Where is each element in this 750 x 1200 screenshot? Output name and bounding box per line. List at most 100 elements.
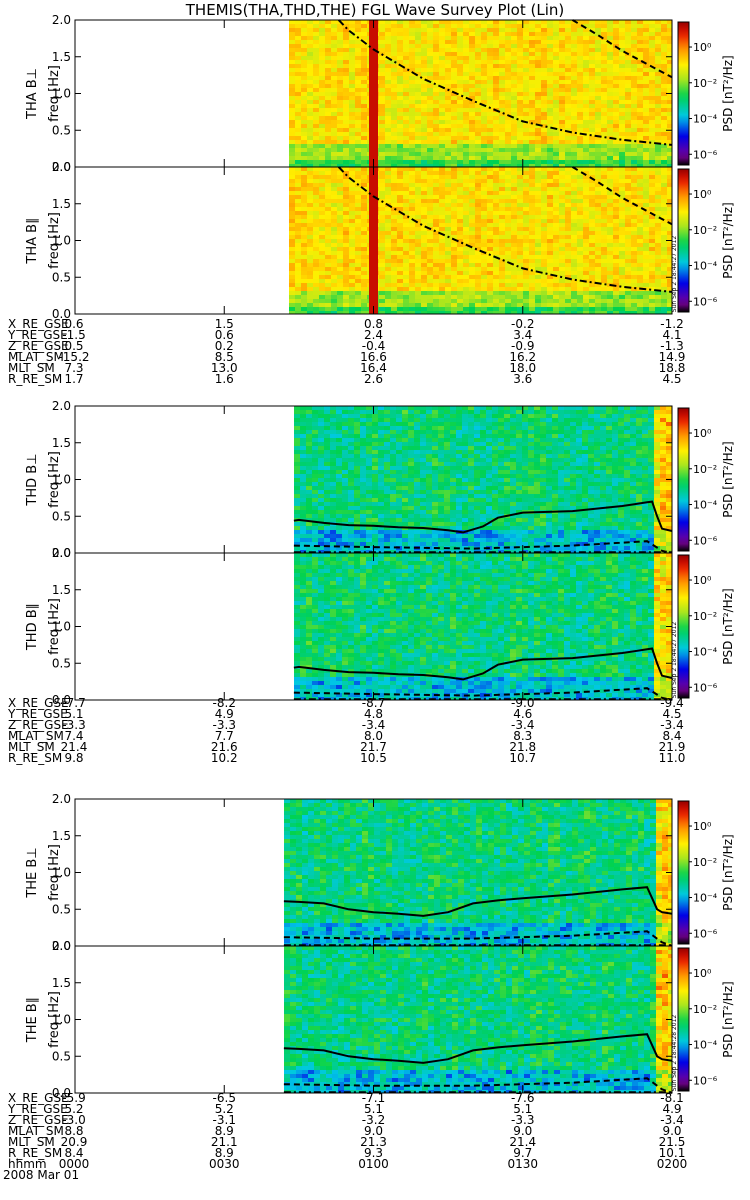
freq-tick-label: 1.0 [52,473,71,487]
ephemeris-label: X_RE_GSE [8,696,69,710]
colorbar-label: PSD [nT²/Hz] [721,441,735,517]
ephemeris-value: 8.4 [64,1146,84,1160]
cyclotron-curve-solid [293,500,673,534]
freq-tick-label: 1.0 [52,87,71,101]
spectrogram-thd-bperp [294,406,672,553]
ephemeris-value: -15.2 [58,350,90,364]
freq-axis-label: freq [Hz] [47,598,62,655]
ephemeris-value: -7.1 [361,1091,386,1105]
ephemeris-value: 18.8 [658,361,686,375]
colorbar: 10⁰ 10⁻² 10⁻⁴ 10⁻⁶ PSD [nT²/Hz] [677,947,735,1092]
colorbar-tick-label: 10⁻⁶ [693,681,718,694]
frequency-axis: 0.0 0.5 1.0 1.5 2.0 THA B⊥ freq [Hz] [25,13,673,174]
frequency-axis: 0.0 0.5 1.0 1.5 2.0 THE B⊥ freq [Hz] [25,792,673,953]
ephemeris-value: 16.2 [509,350,537,364]
colorbar-tick-label: 10⁻² [693,610,717,623]
ephemeris-value: 21.1 [210,1135,238,1149]
ephemeris-label: Y_RE_GSE [8,1102,68,1116]
date-label: 2008 Mar 01 [3,1168,80,1182]
ephemeris-block-the: X_RE_GSE -5.9 -6.5 -7.1 -7.6 -8.1 Y_RE_GSE 5.2 5… [0,1091,750,1160]
freq-tick-label: 1.0 [52,866,71,880]
freq-tick-label: 0.5 [52,270,71,284]
cyclotron-curve-solid [293,647,673,681]
ephemeris-label: Z_RE_GSE [8,718,69,732]
ephemeris-value: -3.2 [361,1113,386,1127]
freq-tick-label: 2.0 [52,160,71,174]
ephemeris-value: 9.3 [363,1146,384,1160]
ephemeris-value: 21.4 [509,1135,537,1149]
freq-tick-label: 0.0 [52,693,71,707]
ephemeris-value: -3.4 [361,718,386,732]
panel-label: THE B⊥ [25,847,40,898]
ephemeris-label: MLT_SM [8,740,55,754]
freq-tick-label: 1.5 [52,436,71,450]
ephemeris-label: Z_RE_GSE [8,1113,69,1127]
freq-tick-label: 0.0 [52,546,71,560]
time-axis-title: hhmm [8,1157,47,1171]
freq-tick-label: 0.0 [52,307,71,321]
ephemeris-value: -8.1 [660,1091,684,1105]
colorbar-tick-label: 10⁻² [693,463,717,476]
freq-axis-label: freq [Hz] [47,991,62,1048]
ephemeris-value: -1.5 [62,328,86,342]
ephemeris-value: 0.8 [363,317,384,331]
ephemeris-value: 14.9 [658,350,686,364]
ephemeris-value: -3.3 [212,718,236,732]
frequency-axis: 0.0 0.5 1.0 1.5 2.0 THD B⊥ freq [Hz] [25,399,673,560]
ephemeris-value: -0.2 [511,317,535,331]
ephemeris-value: 21.3 [360,1135,387,1149]
colorbar-tick-label: 10⁻⁴ [693,260,718,273]
colorbar: 10⁰ 10⁻² 10⁻⁴ 10⁻⁶ PSD [nT²/Hz] [677,168,735,313]
ephemeris-value: -9.4 [660,696,684,710]
freq-tick-label: 2.0 [52,13,71,27]
freq-axis-label: freq [Hz] [47,212,62,269]
colorbar-tick-label: 10⁻⁴ [693,646,718,659]
ephemeris-label: MLAT_SM [8,1124,64,1138]
ephemeris-value: 9.0 [662,1124,682,1138]
ephemeris-value: -3.0 [62,1113,86,1127]
ephemeris-value: 4.6 [513,707,533,721]
frequency-axis: 0.0 0.5 1.0 1.5 2.0 THE B∥ freq [Hz] [25,939,673,1100]
cyclotron-curve-dashed [293,540,673,554]
ephemeris-value: 8.9 [214,1124,234,1138]
spectrogram-the-bpar [284,946,672,1093]
colorbar-tick-label: 10⁻⁴ [693,113,718,126]
ephemeris-value: 1.5 [214,317,234,331]
ephemeris-value: 13.0 [210,361,238,375]
freq-tick-label: 0.5 [52,902,71,916]
ephemeris-value: -1.3 [660,339,684,353]
creation-timestamp: Sun Sep 2 18:44:27 2012 [671,622,678,699]
ephemeris-value: 8.4 [662,729,682,743]
cyclotron-curve-dashdot [337,166,673,293]
ephemeris-value: 0.5 [64,339,84,353]
colorbar: 10⁰ 10⁻² 10⁻⁴ 10⁻⁶ PSD [nT²/Hz] [677,554,735,699]
ephemeris-value: 3.4 [513,328,533,342]
freq-tick-label: 0.5 [52,656,71,670]
freq-tick-label: 0.0 [52,1086,71,1100]
ephemeris-value: 9.8 [64,751,84,765]
ephemeris-label: Z_RE_GSE [8,339,69,353]
freq-tick-label: 1.0 [52,234,71,248]
ephemeris-value: 5.2 [64,1102,84,1116]
ephemeris-block-tha: X_RE_GSE 0.6 1.5 0.8 -0.2 -1.2 Y_RE_GSE -1.5 0.6… [0,317,750,385]
freq-tick-label: 1.5 [52,829,71,843]
cyclotron-curve-dashed [283,930,673,947]
colorbar-tick-label: 10⁻⁴ [693,892,718,905]
ephemeris-value: 4.1 [662,328,682,342]
freq-tick-label: 1.5 [52,583,71,597]
ephemeris-value: 4.8 [363,707,384,721]
ephemeris-label: Y_RE_GSE [8,328,68,342]
colorbar-label: PSD [nT²/Hz] [721,981,735,1057]
ephemeris-label: MLT_SM [8,1135,55,1149]
ephemeris-value: 8.5 [214,350,234,364]
colorbar-tick-label: 10⁰ [693,41,712,54]
ephemeris-value: -5.9 [62,1091,86,1105]
ephemeris-value: 18.0 [509,361,537,375]
ephemeris-value: 7.3 [64,361,84,375]
panel-label: THD B⊥ [25,453,40,506]
ephemeris-value: -6.5 [212,1091,236,1105]
spectrogram-thd-bpar [294,553,672,700]
ephemeris-label: X_RE_GSE [8,317,69,331]
freq-tick-label: 2.0 [52,546,71,560]
